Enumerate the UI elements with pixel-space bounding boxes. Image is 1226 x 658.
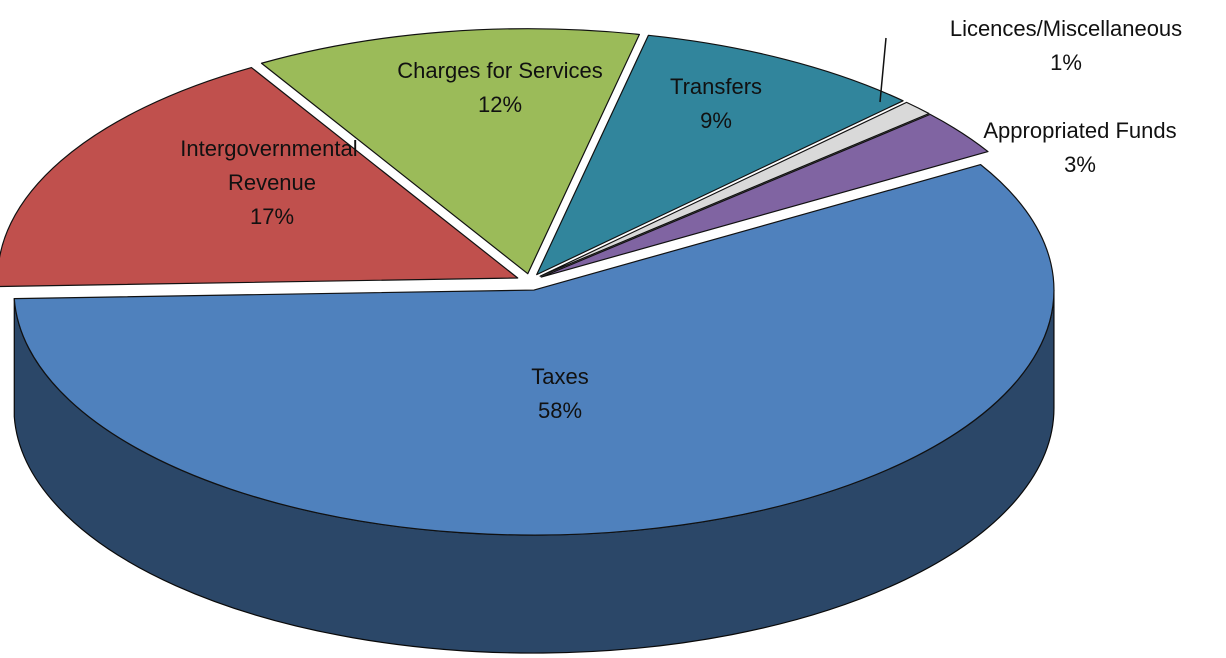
slice-label: Charges for Services <box>397 58 602 83</box>
labels: Taxes 58% Intergovernmental Revenue 17% Char… <box>180 16 1182 423</box>
slice-label: Taxes <box>531 364 588 389</box>
slice-label: Appropriated Funds <box>983 118 1176 143</box>
value-label: 1% <box>1050 50 1082 75</box>
leader-line <box>879 37 887 103</box>
slice <box>13 164 1055 536</box>
label-line: Revenue <box>228 170 316 195</box>
value-label: 58% <box>538 398 582 423</box>
value-label: 12% <box>478 92 522 117</box>
slice <box>0 66 519 288</box>
value-label: 17% <box>250 204 294 229</box>
label-line: Intergovernmental <box>180 136 363 161</box>
slice-label: Licences/Miscellaneous <box>950 16 1182 41</box>
value-label: 3% <box>1064 152 1096 177</box>
slice <box>260 28 641 275</box>
slice-label: Intergovernmental Revenue <box>180 136 363 195</box>
slice-label: Transfers <box>670 74 762 99</box>
pie-tops <box>0 28 1055 536</box>
slice <box>539 101 930 277</box>
slice <box>540 113 989 278</box>
slice <box>536 34 904 276</box>
value-label: 9% <box>700 108 732 133</box>
